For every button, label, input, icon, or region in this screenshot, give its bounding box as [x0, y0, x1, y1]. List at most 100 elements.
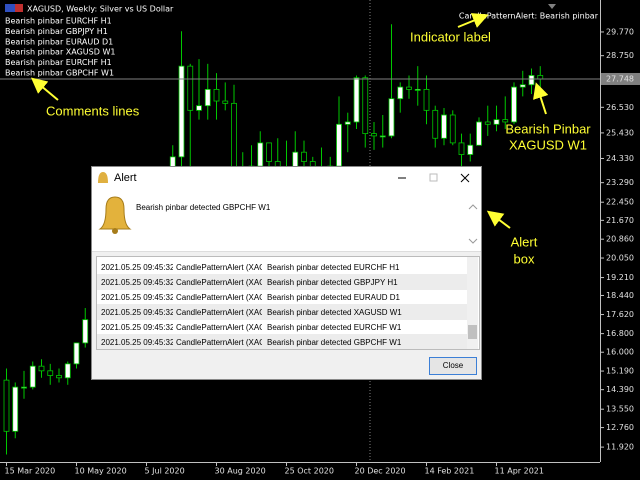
y-tick-label: 11.920	[606, 443, 634, 452]
y-tick-label: 13.550	[606, 405, 634, 414]
y-tick-label: 14.390	[606, 385, 634, 394]
x-tick-label: 30 Aug 2020	[215, 467, 266, 476]
alert-list: 2021.05.25 09:45:32 CandlePatternAlert (X…	[96, 256, 480, 350]
symbol-icon	[5, 4, 15, 12]
alert-dialog: Alert Bearish pinbar detected GBPCHF W1 …	[91, 166, 482, 380]
alert-cell: Bearish pinbar detected GBPJPY H1	[267, 278, 398, 287]
alert-cell: Bearish pinbar detected EURAUD D1	[267, 293, 400, 302]
x-tick-label: 14 Feb 2021	[425, 467, 475, 476]
alert-row[interactable]: 2021.05.25 09:45:32 CandlePatternAlert (X…	[97, 274, 467, 290]
y-tick-label: 16.800	[606, 329, 634, 338]
alert-row[interactable]: 2021.05.25 09:45:32 CandlePatternAlert (X…	[97, 259, 467, 275]
candle-body	[519, 84, 526, 88]
alert-row[interactable]: 2021.05.25 09:45:32 CandlePatternAlert (X…	[97, 319, 467, 335]
alert-message: Bearish pinbar detected GBPCHF W1	[136, 203, 271, 212]
scroll-down[interactable]	[468, 238, 478, 244]
price-label: 27.748	[606, 74, 634, 83]
x-tick-label: 11 Apr 2021	[495, 467, 544, 476]
candle-body	[56, 375, 62, 379]
alert-cell: Bearish pinbar detected EURCHF H1	[267, 263, 400, 272]
price-label-box	[601, 72, 640, 85]
alert-row[interactable]: 2021.05.25 09:45:32 CandlePatternAlert (X…	[97, 304, 467, 320]
candle-body	[458, 142, 465, 155]
alert-cell: CandlePatternAlert (XAGU...	[176, 308, 262, 317]
alert-row[interactable]: 2021.05.25 09:45:32 CandlePatternAlert (X…	[97, 334, 467, 349]
candle-body	[222, 100, 229, 104]
alert-cell: 2021.05.25 09:45:32	[101, 323, 173, 332]
scrollbar[interactable]	[467, 257, 478, 349]
alert-row[interactable]: 2021.05.25 09:45:32 CandlePatternAlert (X…	[97, 289, 467, 305]
x-tick-label: 5 Jul 2020	[145, 467, 185, 476]
candle-body	[476, 121, 482, 146]
candle-body	[336, 123, 342, 167]
y-tick-label: 23.290	[606, 178, 634, 187]
candle-body	[397, 86, 404, 100]
alert-cell: 2021.05.25 09:45:32	[101, 278, 173, 287]
y-tick-label: 16.000	[606, 348, 634, 357]
scroll-up[interactable]	[468, 204, 478, 210]
y-tick-label: 24.330	[606, 154, 634, 163]
candle-body	[414, 89, 421, 91]
alert-cell: CandlePatternAlert (XAGU...	[176, 278, 262, 287]
y-tick-label: 17.620	[606, 310, 634, 319]
alert-cell: 2021.05.25 09:45:32	[101, 308, 173, 317]
candle-body	[537, 75, 544, 80]
x-tick-label: 15 Mar 2020	[5, 467, 56, 476]
candle-body	[29, 365, 36, 388]
title-bar: Alert	[92, 167, 481, 189]
comment-line: Bearish pinbar EURAUD D1	[5, 37, 113, 46]
y-tick-label: 21.670	[606, 216, 634, 225]
alert-cell: Bearish pinbar detected GBPCHF W1	[267, 338, 402, 347]
candle-body	[371, 133, 377, 137]
alert-cell: CandlePatternAlert (XAGU...	[176, 293, 262, 302]
comment-line: Bearish pinbar EURCHF H1	[5, 58, 112, 67]
symbol-icon	[15, 4, 23, 12]
y-tick-label: 29.770	[606, 27, 634, 36]
candle-body	[423, 89, 430, 111]
y-tick-label: 22.450	[606, 198, 634, 207]
candle-body	[406, 86, 412, 90]
alert-cell: CandlePatternAlert (XAGU...	[176, 323, 262, 332]
candle-body	[511, 86, 517, 123]
alert-cell: 2021.05.25 09:45:32	[101, 293, 173, 302]
dialog-title: Alert	[114, 172, 137, 184]
alert-cell: CandlePatternAlert (XAGU...	[176, 263, 262, 272]
message-icons	[98, 196, 478, 244]
alert-cell: Bearish pinbar detected EURCHF W1	[267, 323, 402, 332]
candle-body	[12, 386, 19, 432]
bell-large-icon	[98, 196, 132, 230]
candle-body	[47, 370, 54, 376]
candle-body	[441, 114, 447, 139]
candle-body	[467, 144, 474, 155]
candle-body	[204, 89, 211, 107]
alert-cell: Bearish pinbar detected XAGUSD W1	[267, 308, 402, 317]
candle-body	[353, 77, 360, 123]
x-tick-label: 20 Dec 2020	[355, 467, 406, 476]
alert-cell: 2021.05.25 09:45:32	[101, 263, 173, 272]
y-tick-label: 26.530	[606, 103, 634, 112]
candle-body	[493, 119, 500, 125]
candle-body	[82, 319, 89, 344]
candle-body	[187, 65, 194, 111]
candle-body	[362, 77, 369, 134]
scroll-thumb[interactable]	[468, 325, 477, 339]
comment-line: Bearish pinbar GBPJPY H1	[5, 27, 108, 36]
candle-body	[213, 89, 220, 102]
candle-body	[257, 142, 264, 167]
maximize-button[interactable]	[429, 173, 438, 182]
comment-line: Bearish pinbar XAGUSD W1	[5, 48, 115, 57]
close-x-button[interactable]	[460, 173, 470, 183]
candle-body	[301, 151, 307, 162]
candle-body	[449, 114, 456, 144]
y-tick-label: 12.760	[606, 423, 634, 432]
alert-cell: 2021.05.25 09:45:32	[101, 338, 173, 347]
candle-body	[73, 342, 80, 365]
bell-clapper	[112, 228, 118, 234]
y-tick-label: 25.430	[606, 128, 634, 137]
candle-body	[502, 119, 509, 123]
y-tick-label: 28.750	[606, 51, 634, 60]
candle-body	[64, 363, 71, 379]
close-button[interactable]: Close	[429, 357, 477, 375]
bell-icon	[98, 172, 108, 183]
candle-body	[196, 105, 202, 111]
